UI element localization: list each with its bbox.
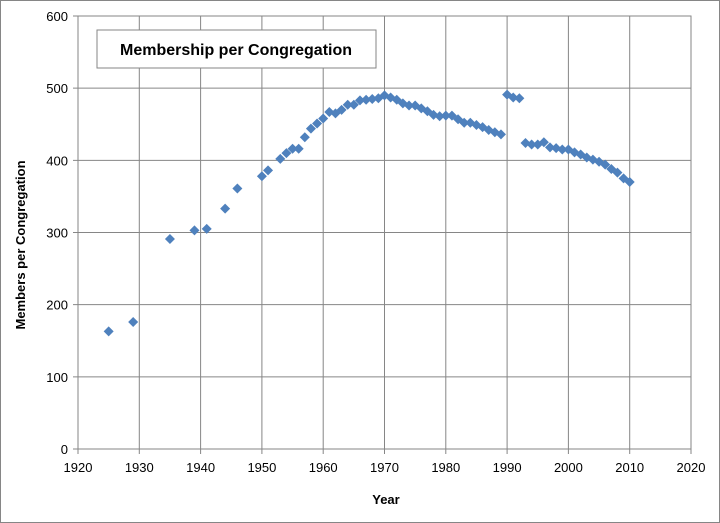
x-tick-label: 1980 [431,460,460,475]
data-point [477,122,488,133]
x-axis-tick-labels: 1920 1930 1940 1950 1960 1970 1980 1990 2000 2010… [64,460,706,475]
y-axis-tick-labels: 0 100 200 300 400 500 600 [46,9,68,457]
gridlines [73,15,692,454]
data-point [440,110,451,121]
data-point [305,123,316,134]
y-tick-label: 600 [46,9,68,24]
y-tick-label: 0 [61,442,68,457]
data-point [318,113,329,124]
x-tick-label: 1990 [493,460,522,475]
data-point [526,139,537,150]
x-tick-label: 1940 [186,460,215,475]
x-tick-label: 1930 [125,460,154,475]
data-point [342,99,353,110]
x-axis-title: Year [372,492,399,507]
y-tick-label: 400 [46,153,68,168]
data-point [281,148,292,159]
data-point [348,99,359,110]
data-point [545,142,556,153]
x-tick-label: 1920 [64,460,93,475]
data-point [256,171,267,182]
data-point [600,159,611,170]
x-tick-label: 2020 [677,460,706,475]
data-point [189,225,200,236]
data-points [103,89,635,337]
y-tick-label: 500 [46,81,68,96]
data-point [354,95,365,106]
data-point [508,92,519,103]
data-point [514,93,525,104]
data-point [459,117,470,128]
data-point [361,94,372,105]
data-point [275,153,286,164]
data-point [201,223,212,234]
x-tick-label: 1960 [309,460,338,475]
data-point [495,129,506,140]
x-tick-label: 1950 [247,460,276,475]
data-point [103,326,114,337]
data-point [263,165,274,176]
data-point [557,144,568,155]
y-axis-title: Members per Congregation [13,160,28,329]
data-point [538,137,549,148]
data-point [287,143,298,154]
x-tick-label: 2010 [615,460,644,475]
y-tick-label: 100 [46,370,68,385]
y-tick-label: 300 [46,226,68,241]
data-point [232,183,243,194]
data-point [612,167,623,178]
data-point [336,104,347,115]
x-tick-label: 1970 [370,460,399,475]
data-point [624,176,635,187]
data-point [220,203,231,214]
x-tick-label: 2000 [554,460,583,475]
data-point [164,233,175,244]
y-tick-label: 200 [46,298,68,313]
data-point [293,143,304,154]
plot-area [77,15,692,450]
data-point [312,118,323,129]
data-point [128,316,139,327]
data-point [404,100,415,111]
chart-title: Membership per Congregation [120,42,352,59]
data-point [367,93,378,104]
data-point [299,132,310,143]
chart-title-box: Membership per Congregation [96,29,377,69]
data-point [434,111,445,122]
